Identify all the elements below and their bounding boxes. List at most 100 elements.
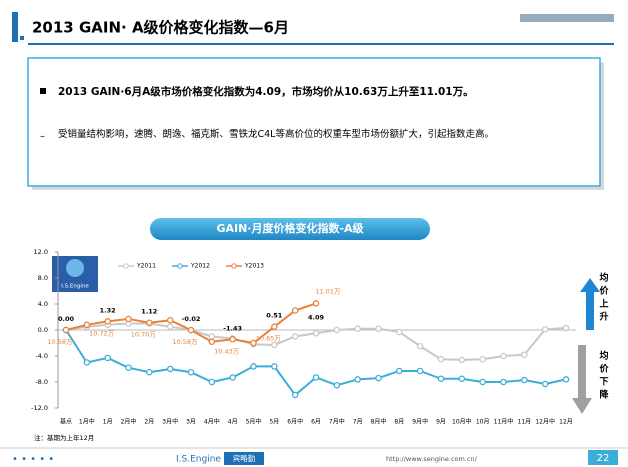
- point: [104, 318, 111, 325]
- up-arrow: [580, 278, 600, 330]
- x-tick-label: 5月中: [246, 418, 262, 426]
- value-label: 0.51: [266, 312, 283, 320]
- point: [291, 307, 299, 314]
- title-deco: [520, 14, 614, 22]
- point: [166, 323, 174, 330]
- point: [62, 326, 70, 334]
- point: [416, 342, 424, 350]
- bullet-2-wrap: 受销量结构影响，速腾、朗逸、福克斯、雪铁龙C4L等高价位的权重车型市场份额扩大，…: [58, 129, 494, 140]
- point: [291, 333, 299, 340]
- chart-title: GAIN·月度价格变化指数-A级: [216, 221, 364, 235]
- point: [312, 300, 320, 307]
- x-tick-label: 10月中: [452, 418, 472, 426]
- point: [208, 338, 216, 345]
- x-tick-label: 7月: [353, 419, 363, 426]
- x-tick-label: 10月: [476, 419, 490, 426]
- legend-marker: [231, 263, 237, 269]
- chart-title-pill: [150, 218, 430, 240]
- y-tick-label: 12.0: [34, 248, 48, 256]
- bullet: [40, 88, 46, 94]
- x-tick-label: 基点: [60, 418, 72, 426]
- point: [271, 363, 278, 370]
- footer-url: http://www.sengine.com.cn/: [386, 455, 478, 463]
- side-label: 价: [599, 286, 609, 297]
- point: [479, 355, 486, 363]
- point: [562, 376, 570, 383]
- legend-label: Y2011: [136, 263, 156, 270]
- x-tick-label: 1月中: [79, 418, 95, 426]
- value-label: -1.43: [223, 324, 242, 332]
- point: [416, 367, 424, 375]
- down-arrow: [572, 345, 592, 414]
- value-label: 0.00: [58, 315, 75, 323]
- x-tick-label: 3月: [186, 419, 196, 426]
- y-tick-label: 8.0: [38, 274, 48, 282]
- point: [250, 363, 257, 370]
- logo-globe: [66, 259, 84, 277]
- x-tick-label: 9月中: [412, 418, 428, 426]
- point: [521, 351, 528, 358]
- x-tick-label: 2月中: [121, 418, 137, 426]
- legend-marker: [123, 263, 129, 269]
- point: [437, 355, 445, 363]
- point: [229, 336, 236, 343]
- point: [187, 368, 195, 376]
- price-label: 10.43万: [214, 347, 240, 355]
- point: [187, 326, 195, 334]
- x-tick-label: 8月中: [371, 418, 387, 426]
- page-box: [588, 450, 618, 465]
- legend-label: Y2012: [190, 263, 210, 270]
- point: [229, 374, 236, 381]
- point: [437, 375, 445, 382]
- y-tick-label: 0.0: [38, 326, 48, 334]
- point: [125, 315, 132, 323]
- x-tick-label: 2月: [144, 419, 154, 426]
- point: [396, 367, 403, 375]
- y-tick-label: -8.0: [35, 378, 48, 386]
- point: [291, 391, 299, 399]
- value-label: 1.12: [141, 308, 157, 316]
- x-tick-label: 12月: [559, 419, 573, 426]
- side-label: 均: [599, 350, 608, 362]
- note-text: 注：基期为上年12月: [34, 433, 94, 442]
- side-label: 降: [599, 389, 609, 401]
- point: [521, 376, 528, 384]
- point: [562, 324, 570, 332]
- point: [333, 381, 341, 389]
- footer-dots: • • • • •: [12, 454, 54, 465]
- x-tick-label: 4月中: [204, 418, 220, 426]
- footer-box: [224, 452, 264, 465]
- value-label: -0.02: [182, 315, 201, 323]
- x-tick-label: 5月: [269, 419, 279, 426]
- slide-title: 2013 GAIN· A级价格变化指数—6月: [32, 19, 289, 37]
- point: [375, 374, 382, 382]
- price-label: 10.58万: [172, 338, 198, 346]
- point: [166, 316, 174, 324]
- point: [146, 319, 153, 326]
- dash: –: [40, 131, 45, 142]
- value-label: 4.09: [308, 313, 325, 321]
- series-line: [65, 329, 567, 397]
- point: [125, 364, 132, 371]
- x-tick-label: 6月中: [287, 418, 303, 426]
- point: [500, 378, 507, 386]
- price-label: 10.72万: [89, 329, 115, 337]
- logo-text: I.S.Engine: [61, 284, 89, 290]
- x-tick-label: 11月中: [494, 418, 514, 426]
- point: [208, 333, 216, 340]
- point: [354, 325, 361, 332]
- title-accent: [12, 12, 18, 42]
- point: [83, 321, 91, 329]
- side-label: 升: [599, 311, 608, 323]
- bullet-2: 受销量结构影响，速腾、朗逸、福克斯、雪铁龙C4L等高价位的权重车型市场份额扩大，…: [58, 129, 494, 140]
- page-number: 22: [597, 453, 610, 464]
- point: [479, 378, 486, 386]
- side-label: 价: [599, 364, 609, 375]
- point: [312, 374, 320, 381]
- x-tick-label: 9月: [436, 419, 446, 426]
- point: [354, 376, 361, 383]
- footer-box-text: 宾略勤: [233, 453, 256, 463]
- point: [166, 365, 174, 373]
- point: [83, 359, 91, 366]
